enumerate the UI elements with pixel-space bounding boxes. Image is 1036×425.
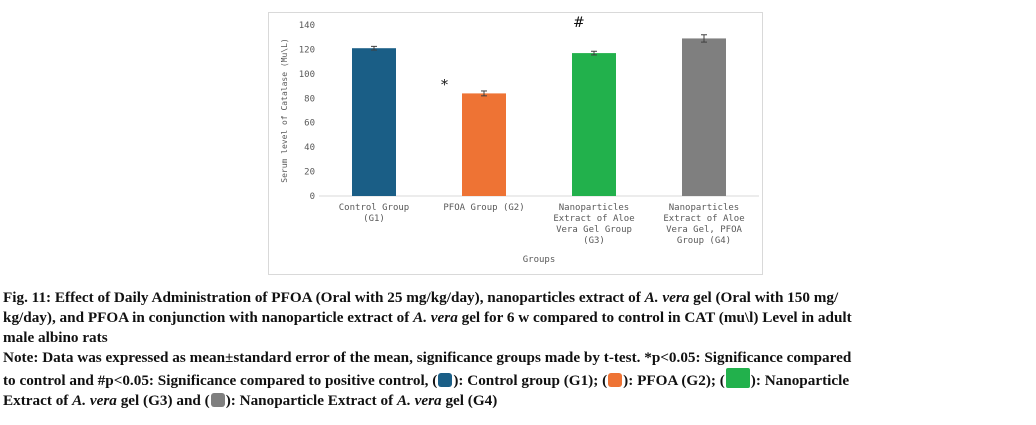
y-tick-label: 60 [304,119,315,129]
x-tick-label: Nanoparticles [669,203,739,213]
x-tick-label: Nanoparticles [559,203,629,213]
caption-line-1: Fig. 11: Effect of Daily Administration … [3,289,839,306]
bar-chart: 0 20 40 60 80 100 120 140 Serum level of Catalas… [280,15,759,265]
significance-mark-2: # [573,15,585,31]
x-tick-label: Extract of Aloe [553,214,634,224]
y-tick-label: 80 [304,94,315,104]
note-line-3: Extract of A. vera gel (G3) and (): Nano… [3,392,498,409]
bar-4 [682,38,726,196]
note-line-1: Note: Data was expressed as mean±standar… [3,349,852,366]
swatch-g3-icon [725,368,750,388]
significance-mark-1: * [441,77,448,93]
x-tick-label: Vera Gel, PFOA [666,225,742,235]
bar-1 [352,48,396,197]
x-axis-label: Groups [523,255,556,265]
bar-3 [572,53,616,196]
y-tick-label: 100 [299,70,315,80]
swatch-g1-icon [438,373,453,387]
x-tick-label: Group (G4) [677,236,731,246]
x-tick-label: Extract of Aloe [663,214,744,224]
x-tick-label: Control Group [339,203,409,213]
y-tick-label: 140 [299,21,315,31]
chart-frame: 0 20 40 60 80 100 120 140 Serum level of Catalas… [268,12,763,275]
figure-caption: Fig. 11: Effect of Daily Administration … [3,288,1033,411]
note-line-2: to control and #p<0.05: Significance com… [3,368,1033,391]
y-tick-label: 40 [304,143,315,153]
y-tick-label: 20 [304,168,315,178]
x-tick-label: PFOA Group (G2) [443,203,524,213]
y-tick-label: 0 [310,192,315,202]
y-axis-label: Serum level of Catalase (Mu\L) [280,38,289,183]
bar-2 [462,93,506,196]
caption-line-2: kg/day), and PFOA in conjunction with na… [3,309,852,326]
swatch-g4-icon [210,393,225,407]
swatch-g2-icon [608,373,623,387]
x-tick-label: (G1) [363,214,385,224]
x-tick-label: (G3) [583,236,605,246]
caption-line-3: male albino rats [3,329,108,346]
x-tick-label: Vera Gel Group [556,225,632,235]
y-tick-label: 120 [299,45,315,55]
